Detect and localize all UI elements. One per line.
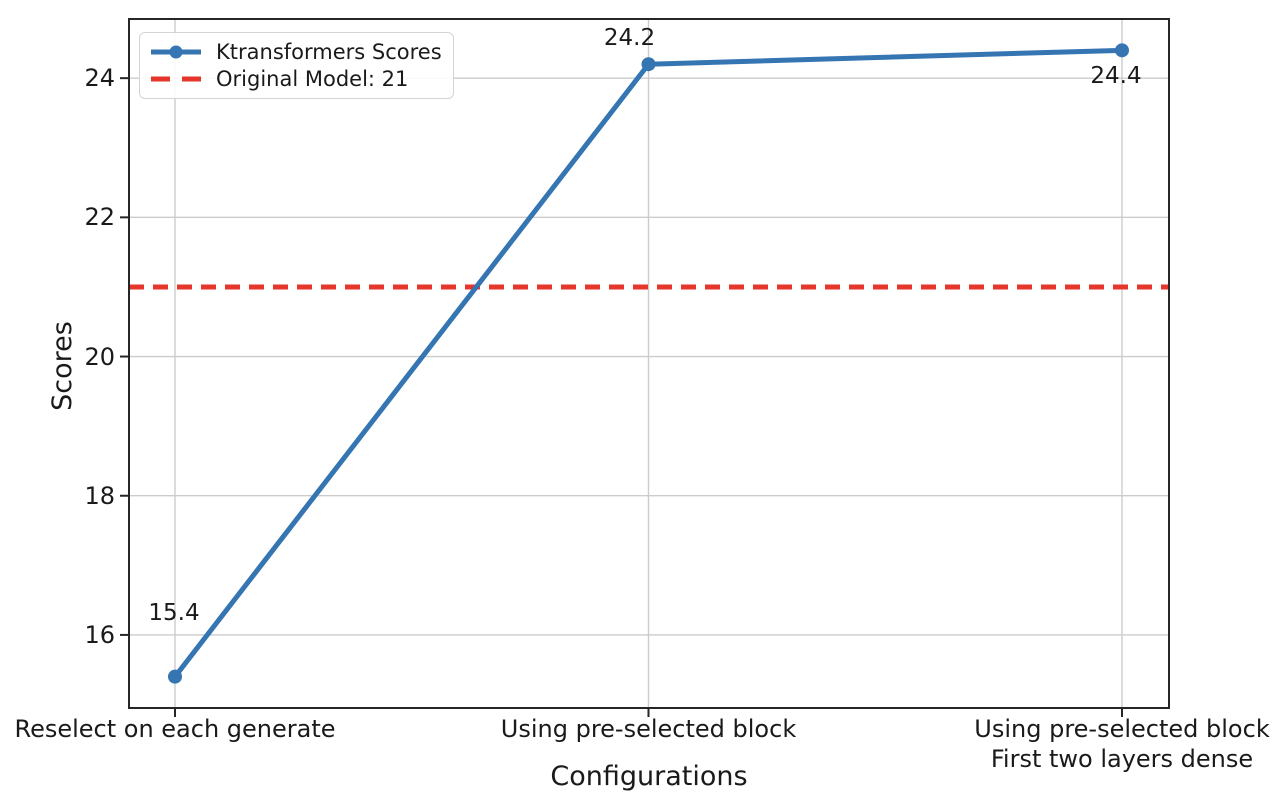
y-axis-title: Scores [47,321,78,411]
x-tick-label-line: Reselect on each generate [14,715,336,743]
series-line-sample-icon [151,45,201,59]
x-tick-label-reselect: Reselect on each generate [0,714,425,744]
legend-label-reference: Original Model: 21 [216,67,409,91]
legend: Ktransformers Scores Original Model: 21 [139,32,454,99]
x-tick-label-line: Using pre-selected block [974,715,1270,743]
legend-entry-series: Ktransformers Scores [149,40,443,64]
legend-label-series: Ktransformers Scores [216,40,442,64]
x-tick-label-line: First two layers dense [990,745,1254,773]
y-tick-label-16: 16 [84,620,115,649]
y-tick-label-24: 24 [84,64,115,93]
data-label-24-2: 24.2 [603,25,656,52]
x-tick-label-line: Using pre-selected block [500,715,797,743]
x-axis-title: Configurations [550,761,748,792]
reference-dashed-line-sample-icon [151,76,201,82]
y-tick-label-20: 20 [84,342,115,371]
x-tick-label-preselected: Using pre-selected block [399,714,899,744]
legend-entry-reference: Original Model: 21 [149,67,443,91]
y-tick-label-22: 22 [84,203,115,232]
y-tick-label-18: 18 [84,481,115,510]
data-label-24-4: 24.4 [1090,63,1142,90]
data-label-15-4: 15.4 [148,599,200,626]
x-tick-label-preselected-dense: Using pre-selected block First two layer… [872,714,1280,774]
